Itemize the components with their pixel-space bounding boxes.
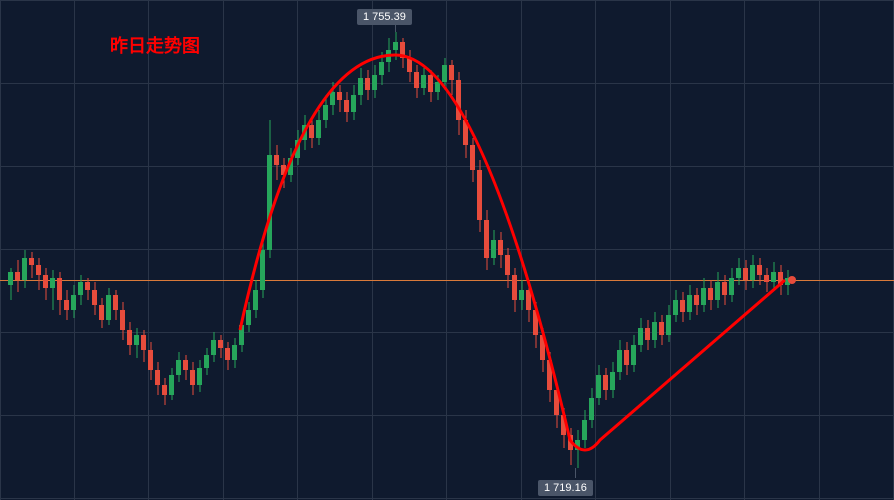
- chart-title: 昨日走势图: [110, 32, 200, 58]
- price-high-tick: [395, 22, 396, 32]
- current-price-marker: [788, 276, 796, 284]
- price-low-tick: [575, 468, 576, 478]
- price-low-label: 1 719.16: [538, 480, 593, 496]
- price-high-label: 1 755.39: [357, 9, 412, 25]
- candlestick-chart[interactable]: 昨日走势图 1 755.39 1 719.16: [0, 0, 894, 500]
